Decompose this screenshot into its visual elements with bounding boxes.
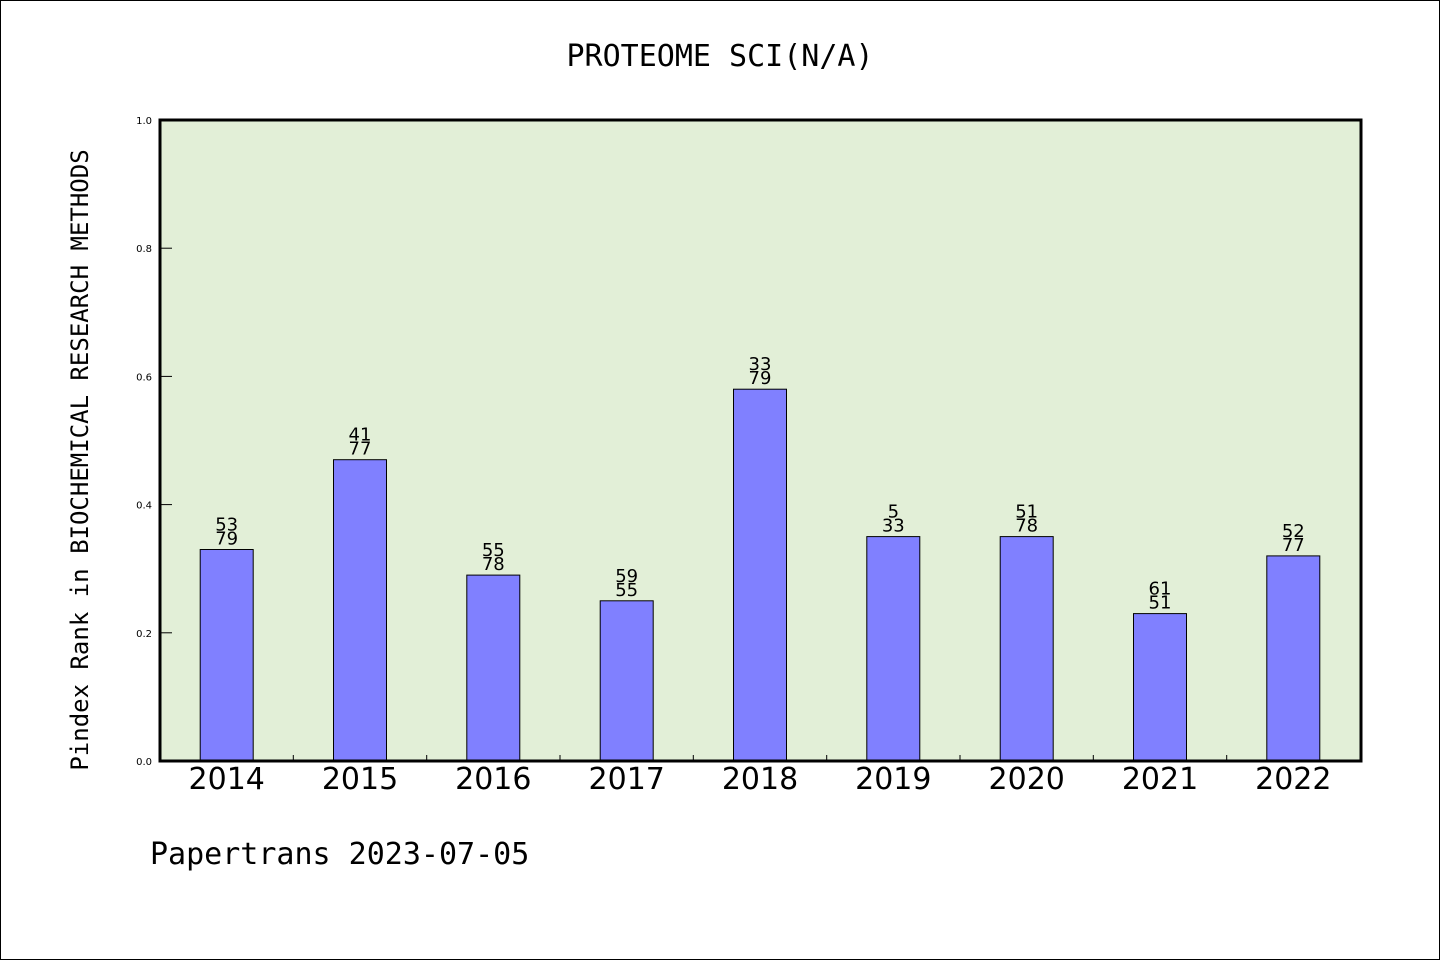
chart-title: PROTEOME SCI(N/A) xyxy=(566,39,873,74)
bar-2018 xyxy=(733,388,787,762)
bar-label-top-2014: 53 xyxy=(215,515,238,536)
bar-label-bottom-2020: 78 xyxy=(1015,516,1038,537)
bar-label-bottom-2019: 33 xyxy=(882,516,905,537)
y-axis-label: Pindex Rank in BIOCHEMICAL RESEARCH METH… xyxy=(66,149,94,770)
y-tick-label-3: 0.6 xyxy=(136,372,152,383)
bar-label-bottom-2014: 79 xyxy=(215,529,238,550)
x-tick-label-2019: 2019 xyxy=(855,762,931,797)
x-tick-label-2016: 2016 xyxy=(455,762,531,797)
x-tick-label-2015: 2015 xyxy=(322,762,398,797)
bar-label-top-2016: 55 xyxy=(482,540,505,561)
y-tick-label-2: 0.4 xyxy=(136,501,152,512)
y-tick-label-1: 0.2 xyxy=(136,629,152,640)
bar-label-top-2017: 59 xyxy=(615,566,638,587)
y-tick-label-4: 0.8 xyxy=(136,244,152,255)
bar-label-top-2020: 51 xyxy=(1015,502,1038,523)
bar-2015 xyxy=(333,459,387,762)
bar-2021 xyxy=(1133,613,1187,762)
x-tick-label-2022: 2022 xyxy=(1255,762,1331,797)
x-ticks-group: 2014 2015 2016 2017 2018 2019 2020 2021 2022 xyxy=(189,755,1331,797)
bar-label-bottom-2018: 79 xyxy=(749,368,772,389)
bar-2016 xyxy=(466,574,521,762)
footer-source-date: Papertrans 2023-07-05 xyxy=(150,837,529,872)
bar-2017 xyxy=(599,600,654,762)
bar-label-top-2019: 5 xyxy=(888,502,899,523)
bar-label-bottom-2021: 51 xyxy=(1149,593,1172,614)
bar-label-bottom-2017: 55 xyxy=(615,580,638,601)
bar-label-bottom-2022: 77 xyxy=(1282,535,1305,556)
x-tick-label-2021: 2021 xyxy=(1122,762,1198,797)
x-tick-label-2020: 2020 xyxy=(989,762,1065,797)
x-tick-label-2018: 2018 xyxy=(722,762,798,797)
bar-label-top-2021: 61 xyxy=(1149,579,1172,600)
bar-2019 xyxy=(866,536,921,762)
bar-label-top-2015: 41 xyxy=(349,425,372,446)
x-tick-label-2014: 2014 xyxy=(189,762,265,797)
bar-2020 xyxy=(999,536,1054,762)
plot-border xyxy=(158,118,1363,763)
y-tick-label-0: 0.0 xyxy=(136,757,152,768)
bar-label-top-2018: 33 xyxy=(749,354,772,375)
bar-2014 xyxy=(199,549,254,762)
y-ticks-group: 0.0 0.2 0.4 0.6 0.8 1.0 xyxy=(136,116,172,768)
y-tick-label-5: 1.0 xyxy=(136,116,152,127)
bar-label-bottom-2015: 77 xyxy=(349,439,372,460)
bar-label-bottom-2016: 78 xyxy=(482,554,505,575)
x-tick-label-2017: 2017 xyxy=(589,762,665,797)
bar-label-top-2022: 52 xyxy=(1282,521,1305,542)
bar-2022 xyxy=(1266,555,1321,762)
